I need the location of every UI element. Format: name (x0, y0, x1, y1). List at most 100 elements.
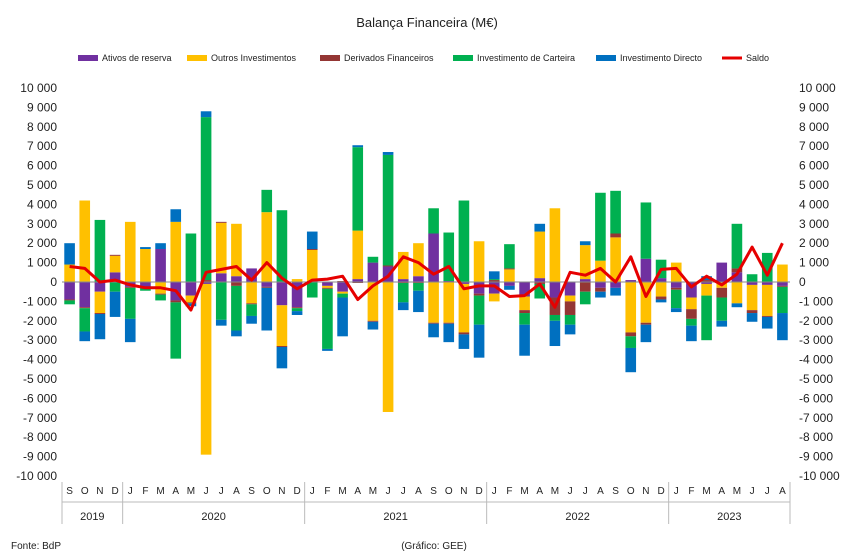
bar-derivados-financeiros (261, 286, 273, 288)
x-tick-label: A (354, 486, 361, 497)
bar-outros-investimentos (579, 245, 591, 280)
bar-ativos-de-reserva (352, 279, 364, 282)
bar-ativos-de-reserva (94, 282, 106, 292)
bar-investimento-directo (64, 243, 75, 265)
bar-investimento-de-carteira (185, 233, 197, 282)
y-tick-label-right: 7 000 (799, 139, 829, 153)
y-tick-label-right: -7 000 (799, 411, 833, 425)
bar-investimento-de-carteira (397, 282, 409, 303)
x-tick-label: J (128, 486, 133, 497)
y-tick-label-left: 6 000 (27, 159, 57, 173)
bar-derivados-financeiros (701, 280, 712, 282)
x-tick-label: S (66, 486, 73, 497)
x-tick-label: J (204, 486, 209, 497)
bar-investimento-directo (686, 325, 697, 342)
x-tick-label: M (702, 486, 710, 497)
bar-outros-investimentos (564, 295, 576, 302)
y-tick-label-right: 4 000 (799, 197, 829, 211)
bar-outros-investimentos (322, 285, 333, 288)
bar-derivados-financeiros (473, 293, 485, 296)
bar-investimento-de-carteira (473, 295, 485, 325)
bar-outros-investimentos (94, 291, 106, 314)
bar-ativos-de-reserva (640, 258, 652, 282)
bar-derivados-financeiros (291, 307, 303, 309)
bar-ativos-de-reserva (534, 278, 546, 282)
bar-investimento-de-carteira (367, 256, 379, 263)
y-tick-label-right: 2 000 (799, 236, 829, 250)
bar-investimento-directo (701, 276, 712, 281)
bar-outros-investimentos (458, 283, 470, 333)
bar-investimento-directo (200, 111, 212, 118)
bar-ativos-de-reserva (185, 282, 197, 296)
bar-outros-investimentos (140, 249, 151, 282)
y-tick-label-left: 1 000 (27, 256, 57, 270)
bar-ativos-de-reserva (716, 262, 728, 282)
y-tick-label-left: -9 000 (23, 450, 57, 464)
bar-investimento-de-carteira (488, 279, 500, 281)
bar-outros-investimentos (397, 251, 409, 280)
bar-investimento-de-carteira (337, 293, 348, 298)
bar-outros-investimentos (488, 293, 500, 302)
bar-ativos-de-reserva (64, 282, 75, 300)
bar-derivados-financeiros (655, 296, 667, 300)
legend: Ativos de reserva Outros Investimentos Der… (78, 53, 769, 63)
x-tick-label: J (386, 486, 391, 497)
bar-derivados-financeiros (458, 332, 470, 335)
bar-investimento-de-carteira (701, 295, 712, 341)
bar-investimento-directo (670, 308, 682, 313)
bar-ativos-de-reserva (504, 282, 515, 286)
bar-outros-investimentos (473, 241, 485, 282)
bar-derivados-financeiros (610, 233, 621, 238)
bars (64, 111, 788, 455)
bar-ativos-de-reserva (777, 282, 788, 286)
y-tick-label-left: -1 000 (23, 294, 57, 308)
bar-investimento-directo (731, 303, 743, 308)
bar-ativos-de-reserva (215, 273, 227, 282)
bar-outros-investimentos (261, 212, 273, 282)
legend-swatch-ativos-de-reserva (78, 55, 98, 61)
bar-investimento-de-carteira (686, 318, 697, 326)
x-tick-label: M (520, 486, 528, 497)
bar-investimento-de-carteira (322, 288, 333, 349)
bar-investimento-directo (579, 241, 591, 246)
bar-outros-investimentos (686, 297, 697, 310)
bar-outros-investimentos (701, 283, 712, 296)
bar-investimento-directo (397, 302, 409, 311)
legend-label-ativos-de-reserva: Ativos de reserva (102, 53, 172, 63)
bar-ativos-de-reserva (367, 262, 379, 282)
bar-investimento-de-carteira (777, 286, 788, 314)
bar-derivados-financeiros (94, 313, 106, 315)
bar-outros-investimentos (382, 282, 394, 412)
bar-investimento-de-carteira (716, 297, 728, 321)
bar-derivados-financeiros (428, 322, 439, 324)
saldo-line-group (69, 242, 784, 312)
bar-investimento-directo (504, 285, 515, 290)
bar-outros-investimentos (670, 262, 682, 282)
x-tick-label: J (750, 486, 755, 497)
bar-investimento-de-carteira (291, 308, 303, 312)
bar-investimento-directo (610, 287, 621, 296)
y-axis-right: -10 000 -9 000 -8 000 -7 000 -6 000 -5 000 -4 … (799, 81, 840, 483)
bar-investimento-de-carteira (534, 283, 546, 299)
x-tick-label: J (583, 486, 588, 497)
bar-outros-investimentos (200, 283, 212, 455)
legend-swatch-investimento-directo (596, 55, 616, 61)
x-tick-label: J (568, 486, 573, 497)
x-tick-label: D (657, 486, 664, 497)
bar-investimento-de-carteira (231, 285, 242, 331)
bar-derivados-financeiros (488, 280, 500, 282)
x-tick-label: J (401, 486, 406, 497)
year-label: 2021 (383, 511, 407, 523)
bar-investimento-de-carteira (549, 314, 561, 321)
source-note: Fonte: BdP (11, 541, 61, 552)
bar-outros-investimentos (170, 221, 182, 282)
bar-investimento-de-carteira (215, 282, 227, 320)
x-tick-label: J (219, 486, 224, 497)
bar-investimento-directo (140, 247, 151, 250)
bar-investimento-directo (595, 291, 606, 298)
bar-derivados-financeiros (519, 310, 530, 314)
y-tick-label-right: -9 000 (799, 450, 833, 464)
bar-derivados-financeiros (746, 310, 758, 314)
x-tick-label: F (142, 486, 148, 497)
bar-ativos-de-reserva (731, 272, 743, 282)
